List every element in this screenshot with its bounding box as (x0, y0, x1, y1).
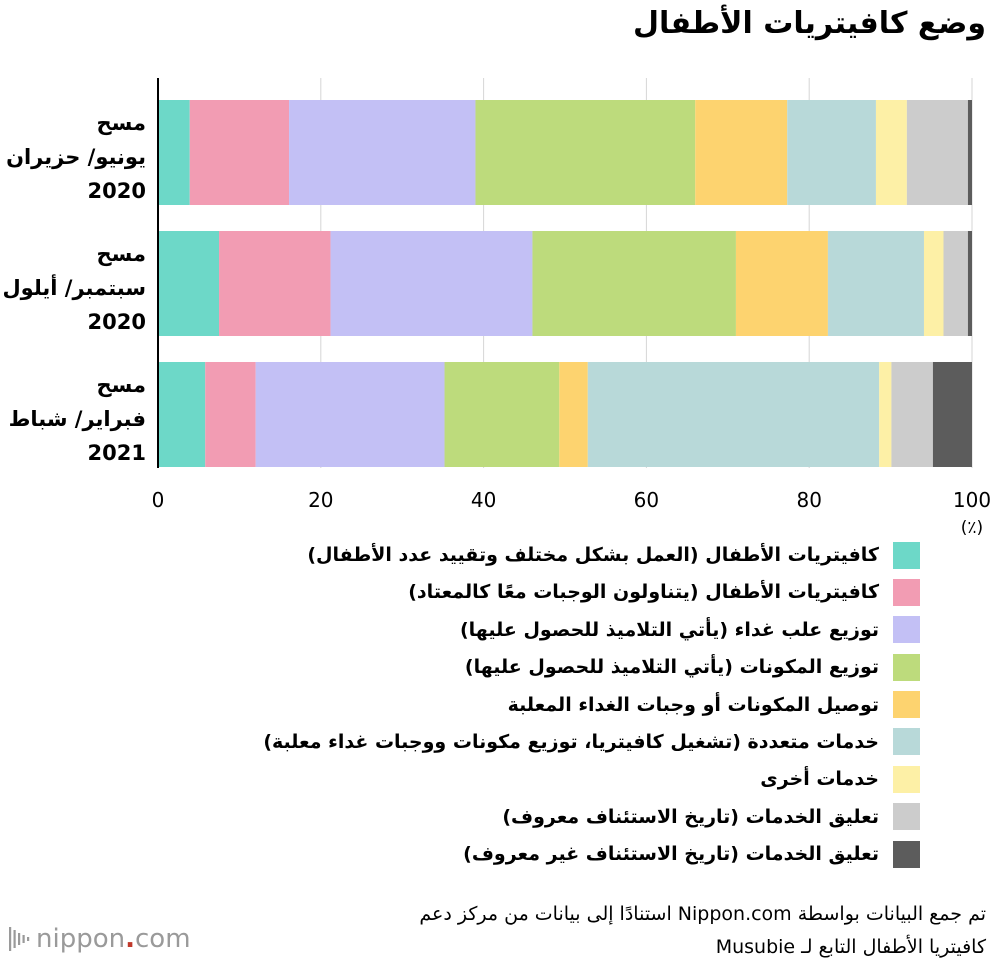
category-label: مسح (96, 242, 146, 266)
x-tick-label: 40 (471, 488, 496, 512)
legend-swatch (893, 728, 920, 756)
x-tick-label: 60 (634, 488, 659, 512)
legend-swatch (893, 541, 920, 569)
legend-label: خدمات أخرى (760, 768, 879, 791)
legend-swatch (893, 653, 920, 681)
nippon-logo: nippon. com (8, 924, 191, 954)
legend-label: توصيل المكونات أو وجبات الغداء المعلبة (507, 693, 879, 716)
bar-segment (475, 100, 696, 205)
legend-swatch (893, 803, 920, 831)
legend-swatch (893, 765, 920, 793)
legend-label: خدمات متعددة (تشغيل كافيتريا، توزيع مكون… (263, 730, 879, 753)
legend-label: كافيتريات الأطفال (العمل بشكل مختلف وتقي… (307, 544, 879, 566)
bar-segment (967, 100, 972, 205)
legend-label: توزيع المكونات (يأتي التلاميذ للحصول علي… (464, 656, 879, 679)
legend-label: كافيتريات الأطفال (يتناولون الوجبات معًا… (408, 581, 879, 604)
x-tick-label: 100 (953, 488, 991, 512)
source-note: تم جمع البيانات بواسطة Nippon.com استناد… (419, 898, 986, 964)
logo-text-tld: com (135, 924, 191, 954)
x-tick-label: 0 (152, 488, 165, 512)
bar-segment (219, 231, 331, 336)
legend-item: كافيتريات الأطفال (العمل بشكل مختلف وتقي… (20, 540, 920, 570)
bar-segment (289, 100, 476, 205)
bar-segment (158, 362, 206, 467)
bar-segment (444, 362, 560, 467)
legend-swatch (893, 691, 920, 719)
legend-item: كافيتريات الأطفال (يتناولون الوجبات معًا… (20, 577, 920, 607)
legend-item: توزيع علب غداء (يأتي التلاميذ للحصول علي… (20, 615, 920, 645)
chart-legend: كافيتريات الأطفال (العمل بشكل مختلف وتقي… (20, 540, 920, 877)
bar-segment (205, 362, 256, 467)
chart-title: وضع كافيتريات الأطفال (633, 6, 986, 41)
bar-segment (906, 100, 968, 205)
legend-label: تعليق الخدمات (تاريخ الاستئناف غير معروف… (463, 843, 879, 866)
category-label: مسح (96, 111, 146, 135)
legend-item: توزيع المكونات (يأتي التلاميذ للحصول علي… (20, 652, 920, 682)
bar-segment (559, 362, 588, 467)
legend-item: خدمات أخرى (20, 764, 920, 794)
bar-segment (330, 231, 533, 336)
bar-segment (879, 362, 892, 467)
legend-label: توزيع علب غداء (يأتي التلاميذ للحصول علي… (459, 618, 879, 641)
category-label: مسح (96, 373, 146, 397)
bar-segment (891, 362, 933, 467)
nippon-logo-icon (9, 927, 30, 951)
bar-segment (875, 100, 907, 205)
bar-segment (932, 362, 972, 467)
bar-segment (189, 100, 290, 205)
bar-segment (255, 362, 445, 467)
logo-text-dot: . (125, 924, 135, 954)
x-unit-label: (٪) (961, 518, 983, 538)
bar-segment (967, 231, 972, 336)
source-line-1: تم جمع البيانات بواسطة Nippon.com استناد… (419, 903, 986, 925)
bar-segment (587, 362, 880, 467)
category-label: 2021 (88, 441, 146, 465)
x-tick-label: 20 (308, 488, 333, 512)
legend-item: تعليق الخدمات (تاريخ الاستئناف معروف) (20, 802, 920, 832)
bar-segment (695, 100, 788, 205)
category-label: فبراير/ شباط (9, 407, 146, 431)
bar-segment (787, 100, 876, 205)
category-label: 2020 (88, 179, 146, 203)
legend-item: تعليق الخدمات (تاريخ الاستئناف غير معروف… (20, 839, 920, 869)
bar-segment (735, 231, 828, 336)
bar-segment (943, 231, 968, 336)
category-label: 2020 (88, 310, 146, 334)
x-tick-label: 80 (796, 488, 821, 512)
source-line-2: كافيتريا الأطفال التابع لـ Musubie (715, 936, 986, 958)
bar-segment (532, 231, 736, 336)
category-label: سبتمبر/ أيلول (2, 273, 146, 300)
logo-text-main: nippon (36, 924, 126, 954)
legend-label: تعليق الخدمات (تاريخ الاستئناف معروف) (502, 805, 879, 828)
legend-item: توصيل المكونات أو وجبات الغداء المعلبة (20, 690, 920, 720)
legend-swatch (893, 840, 920, 868)
category-label: يونيو/ حزيران (6, 145, 146, 169)
bar-segment (158, 231, 220, 336)
bar-segment (158, 100, 190, 205)
legend-swatch (893, 616, 920, 644)
bar-segment (827, 231, 924, 336)
bar-segment (923, 231, 944, 336)
legend-item: خدمات متعددة (تشغيل كافيتريا، توزيع مكون… (20, 727, 920, 757)
legend-swatch (893, 578, 920, 606)
